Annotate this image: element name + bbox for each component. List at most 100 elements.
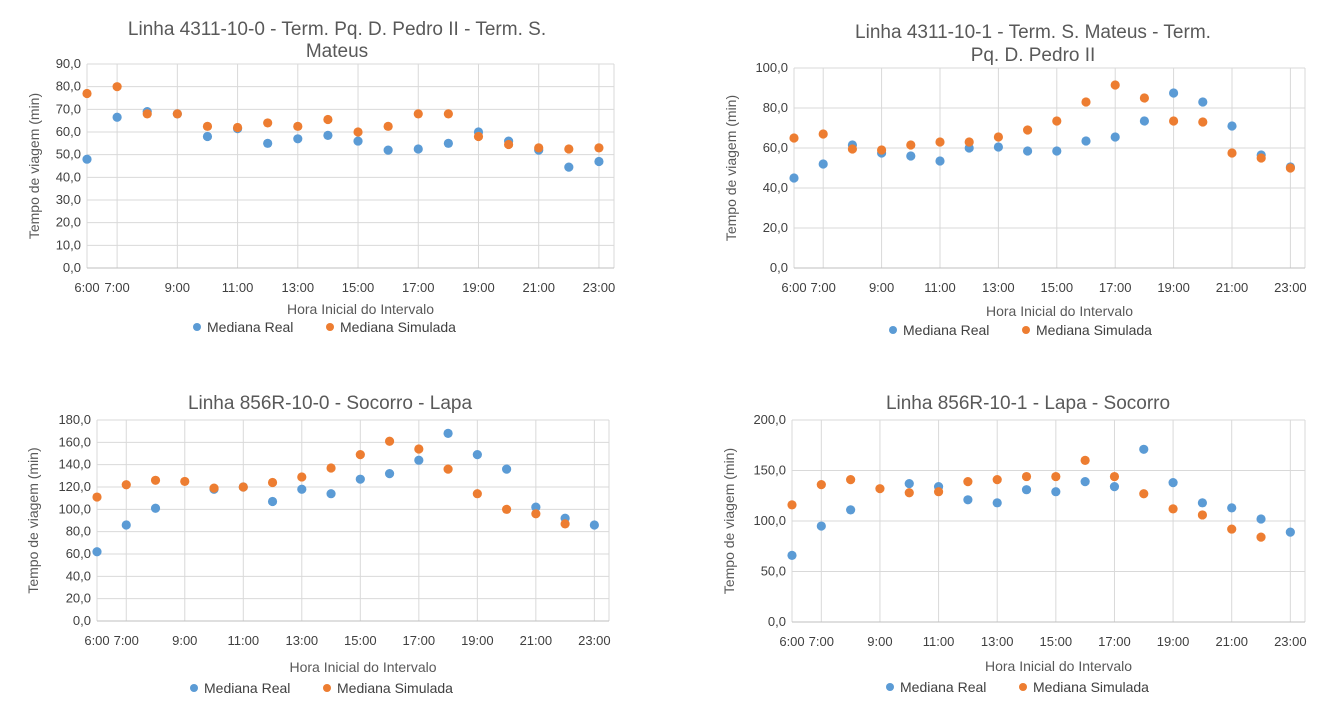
y-tick-label: 60,0 (56, 124, 81, 139)
x-tick-label: 17:00 (402, 280, 435, 295)
data-point-real (383, 145, 393, 155)
y-tick-label: 80,0 (763, 100, 788, 115)
x-tick-label: 13:00 (286, 633, 319, 648)
x-tick-label: 23:00 (583, 280, 616, 295)
legend-marker (1022, 326, 1030, 334)
y-tick-label: 40,0 (66, 568, 91, 583)
data-point-simulada (150, 475, 161, 485)
data-point-real (267, 496, 278, 507)
data-point-real (1023, 146, 1033, 156)
data-point-real (297, 484, 307, 494)
data-point-real (1169, 88, 1179, 98)
data-point-simulada (1110, 80, 1120, 90)
data-point-real (963, 495, 973, 505)
data-point-simulada (1169, 116, 1179, 126)
data-point-simulada (560, 519, 570, 529)
data-point-simulada (846, 474, 856, 485)
x-tick-label: 21:00 (1215, 634, 1248, 649)
x-tick-label: 17:00 (1098, 634, 1131, 649)
data-point-simulada (413, 109, 423, 119)
data-point-real (564, 162, 574, 172)
y-tick-label: 20,0 (763, 220, 788, 235)
x-tick-label: 15:00 (342, 280, 375, 295)
legend-marker (323, 684, 331, 692)
data-point-real (1256, 514, 1266, 524)
data-point-simulada (1285, 163, 1295, 173)
data-point-real (1139, 444, 1149, 454)
data-point-simulada (963, 477, 973, 487)
x-tick-label: 6:00 (781, 280, 806, 295)
data-point-simulada (355, 450, 365, 460)
data-point-real (121, 520, 131, 530)
y-tick-label: 200,0 (753, 412, 786, 427)
data-point-real (150, 503, 161, 513)
data-point-simulada (531, 509, 541, 519)
data-point-simulada (92, 492, 102, 502)
data-point-real (816, 521, 826, 531)
y-tick-label: 20,0 (66, 591, 91, 606)
y-tick-label: 100,0 (58, 501, 91, 516)
data-point-simulada (443, 464, 453, 474)
chart-title: Linha 856R-10-1 - Lapa - Socorro (886, 393, 1170, 414)
legend-marker (326, 323, 334, 331)
data-point-real (993, 142, 1004, 152)
data-point-real (326, 489, 336, 499)
data-point-simulada (906, 140, 916, 150)
data-point-simulada (232, 122, 243, 133)
data-point-simulada (142, 109, 152, 119)
chart-title: Mateus (306, 41, 368, 62)
chart-title: Pq. D. Pedro II (971, 45, 1096, 66)
x-tick-label: 6:00 (84, 633, 109, 648)
x-tick-label: 6:00 (74, 280, 99, 295)
y-tick-label: 100,0 (753, 513, 786, 528)
data-point-simulada (1023, 125, 1033, 135)
y-tick-label: 0,0 (770, 260, 788, 275)
y-tick-label: 50,0 (761, 564, 786, 579)
data-point-simulada (1081, 97, 1091, 107)
y-tick-label: 120,0 (58, 479, 91, 494)
x-tick-label: 11:00 (222, 280, 254, 295)
data-point-real (846, 505, 856, 515)
x-tick-label: 11:00 (923, 634, 955, 649)
y-tick-label: 140,0 (58, 457, 91, 472)
y-axis-title: Tempo de viagem (min) (25, 447, 41, 593)
x-tick-label: 9:00 (869, 280, 894, 295)
data-point-simulada (1052, 116, 1062, 126)
legend-label: Mediana Simulada (1036, 322, 1152, 338)
y-tick-label: 0,0 (73, 613, 91, 628)
data-point-real (443, 428, 453, 438)
data-point-simulada (473, 131, 484, 142)
data-point-real (992, 498, 1002, 508)
data-point-real (531, 502, 541, 512)
data-point-simulada (82, 88, 92, 99)
x-axis-title: Hora Inicial do Intervalo (289, 659, 436, 675)
data-point-simulada (935, 137, 945, 147)
data-point-simulada (875, 484, 885, 494)
x-tick-label: 23:00 (578, 633, 611, 648)
x-tick-label: 7:00 (104, 280, 129, 295)
chart-title: Linha 4311-10-1 - Term. S. Mateus - Term… (855, 22, 1211, 43)
y-tick-label: 10,0 (56, 237, 81, 252)
y-tick-label: 60,0 (763, 140, 788, 155)
data-point-real (1227, 503, 1237, 513)
x-tick-label: 6:00 (779, 634, 804, 649)
x-tick-label: 13:00 (282, 280, 315, 295)
y-axis-title: Tempo de viagem (min) (721, 448, 737, 594)
y-tick-label: 180,0 (58, 412, 91, 427)
data-point-simulada (504, 139, 514, 150)
x-tick-label: 23:00 (1274, 634, 1307, 649)
x-tick-label: 23:00 (1274, 280, 1307, 295)
legend-label: Mediana Simulada (340, 319, 456, 335)
x-tick-label: 17:00 (403, 633, 436, 648)
data-point-simulada (180, 476, 190, 487)
y-tick-label: 40,0 (763, 180, 788, 195)
y-tick-label: 30,0 (56, 192, 81, 207)
data-point-real (789, 173, 799, 183)
y-tick-label: 80,0 (56, 79, 81, 94)
data-point-simulada (202, 121, 213, 131)
data-point-real (818, 159, 828, 169)
x-tick-label: 19:00 (1157, 634, 1190, 649)
legend-label: Mediana Real (204, 680, 290, 696)
legend-label: Mediana Simulada (1033, 679, 1149, 695)
legend-marker (886, 683, 894, 691)
